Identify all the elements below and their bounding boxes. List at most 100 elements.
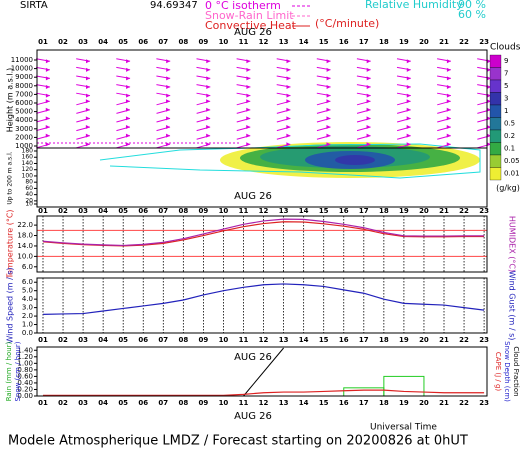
wind-arrow-head <box>326 67 331 72</box>
x-tick-label: 03 <box>78 399 88 407</box>
wind-arrow-head <box>326 59 331 64</box>
x-tick-label: 20 <box>419 38 429 46</box>
wind-arrow-head <box>45 142 50 147</box>
y-tick-label: 0.80 <box>17 366 33 374</box>
wind-arrow-head <box>206 93 211 98</box>
wind-arrow-head <box>286 124 291 129</box>
wind-arrow-head <box>446 107 451 112</box>
wind-arrow-head <box>246 67 251 72</box>
wind-arrow-head <box>45 133 50 138</box>
wind-arrow-head <box>85 67 90 72</box>
wind-arrow-head <box>286 93 291 98</box>
wind-arrow-head <box>446 85 451 90</box>
wind-arrow-head <box>246 93 251 98</box>
x-tick-label: 07 <box>158 336 168 344</box>
wind-arrow-head <box>125 99 130 104</box>
wind-arrow-head <box>286 133 291 138</box>
wind-arrow-head <box>85 133 90 138</box>
x-tick-label: 18 <box>379 207 389 215</box>
wind-arrow-head <box>85 107 90 112</box>
x-tick-label: 14 <box>299 336 309 344</box>
y-tick-label: 1.0 <box>22 321 33 329</box>
x-tick-label: 09 <box>199 207 209 215</box>
wind-arrow-head <box>486 124 491 129</box>
x-tick-label: 12 <box>259 399 269 407</box>
wind-arrow-head <box>206 142 211 147</box>
colorbar-cell <box>489 142 502 156</box>
y-tick-label: 7000 <box>15 90 33 98</box>
y-tick-label: 10000 <box>11 65 33 73</box>
x-tick-label: 15 <box>319 399 329 407</box>
colorbar-unit: (g/kg) <box>496 184 520 193</box>
wind-arrow-head <box>85 142 90 147</box>
y-tick-label: 14.0 <box>17 242 33 250</box>
x-tick-label: 17 <box>359 207 369 215</box>
x-tick-label: 06 <box>138 336 148 344</box>
x-tick-label: 19 <box>399 207 409 215</box>
colorbar-cell <box>489 104 502 118</box>
y-tick-label: 0.20 <box>17 385 33 393</box>
y-tick-label: 160 <box>22 154 34 161</box>
cloud-area <box>335 155 375 165</box>
wind-arrow-head <box>486 99 491 104</box>
wind-arrow-head <box>326 85 331 90</box>
wind-arrow-head <box>406 142 411 147</box>
x-tick-label: 10 <box>219 207 229 215</box>
x-tick-label: 17 <box>359 399 369 407</box>
wind-arrow-head <box>326 124 331 129</box>
wind-arrow-head <box>206 133 211 138</box>
wind-arrow-head <box>366 93 371 98</box>
colorbar-label: 5 <box>504 82 508 90</box>
x-tick-label: 08 <box>178 399 188 407</box>
wind-arrow-head <box>486 59 491 64</box>
legend-rh: Relative Humidity <box>365 0 463 11</box>
x-tick-label: 11 <box>239 207 249 215</box>
wind-arrow-head <box>286 59 291 64</box>
colorbar-cell <box>489 154 502 168</box>
wind-arrow-head <box>366 59 371 64</box>
x-tick-label: 13 <box>279 399 289 407</box>
colorbar-label: 3 <box>504 95 508 103</box>
y-tick-label: 0.60 <box>17 372 33 380</box>
wind-arrow-head <box>166 59 171 64</box>
x-tick-label: 18 <box>379 399 389 407</box>
legend-isotherm: 0 °C isotherm <box>205 0 281 12</box>
axis-label: Cloud Fraction <box>512 346 520 396</box>
x-tick-label: 17 <box>359 38 369 46</box>
x-tick-label: 12 <box>259 38 269 46</box>
wind-arrow-head <box>486 76 491 81</box>
y-tick-label: 6.0 <box>22 263 33 271</box>
y-tick-label: 5.0 <box>22 287 33 295</box>
y-tick-label: 100 <box>22 172 34 179</box>
colorbar-label: 9 <box>504 57 508 65</box>
wind-arrow-head <box>286 142 291 147</box>
axis-label: HUMIDEX (°C) <box>508 216 517 272</box>
wind-arrow-head <box>406 59 411 64</box>
x-tick-label: 16 <box>339 38 349 46</box>
wind-arrow-head <box>486 142 491 147</box>
wind-arrow-head <box>45 116 50 121</box>
colorbar-label: 1 <box>504 107 508 115</box>
x-tick-label: 23 <box>479 336 489 344</box>
legend-unit: (°C/minute) <box>315 17 379 30</box>
wind-arrow-head <box>246 85 251 90</box>
colorbar-cell <box>489 79 502 93</box>
y-tick-label: 8000 <box>15 82 33 90</box>
wind-arrow-head <box>125 107 130 112</box>
wind-arrow-head <box>45 107 50 112</box>
x-tick-label: 14 <box>299 207 309 215</box>
x-tick-label: 06 <box>138 399 148 407</box>
wind-arrow-head <box>206 99 211 104</box>
wind-arrow-head <box>446 59 451 64</box>
wind-arrow-head <box>45 59 50 64</box>
wind-arrow-head <box>406 76 411 81</box>
x-tick-label: 11 <box>239 38 249 46</box>
x-tick-label: 01 <box>38 38 48 46</box>
y-tick-label: 1000 <box>15 142 33 150</box>
x-tick-label: 15 <box>319 38 329 46</box>
wind-arrow-head <box>406 99 411 104</box>
y-tick-label: 20 <box>25 197 33 204</box>
wind-arrow-head <box>126 67 131 72</box>
y-tick-label: 6000 <box>15 99 33 107</box>
